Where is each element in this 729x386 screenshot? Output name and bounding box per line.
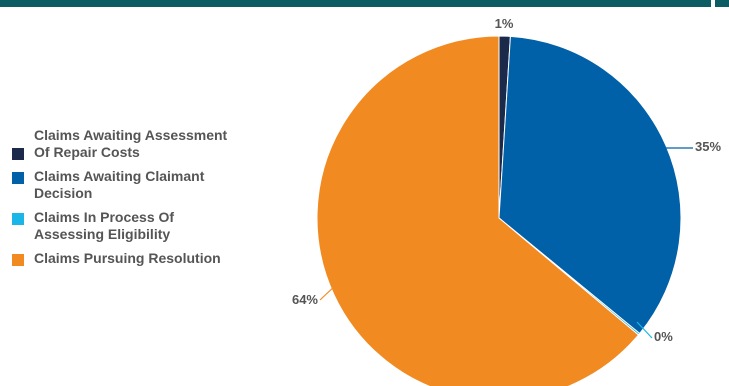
chart-legend: Claims Awaiting Assessment Of Repair Cos…: [12, 127, 242, 274]
header-band: [0, 0, 729, 7]
legend-swatch-pursuing-resolution: [12, 254, 24, 266]
legend-label-pursuing-resolution: Claims Pursuing Resolution: [34, 250, 221, 266]
legend-label-claimant-decision: Claims Awaiting Claimant Decision: [34, 168, 205, 201]
leader-line-eligibility: [636, 321, 653, 339]
legend-swatch-claimant-decision: [12, 172, 24, 184]
legend-label-repair-costs: Claims Awaiting Assessment Of Repair Cos…: [34, 127, 228, 160]
legend-item-eligibility: Claims In Process Of Assessing Eligibili…: [12, 209, 242, 243]
legend-swatch-eligibility: [12, 213, 24, 225]
leader-line-pursuing-resolution: [319, 282, 339, 301]
legend-item-claimant-decision: Claims Awaiting Claimant Decision: [12, 168, 242, 202]
data-label-repair-costs: 1%: [495, 16, 514, 31]
legend-item-repair-costs: Claims Awaiting Assessment Of Repair Cos…: [12, 127, 242, 161]
data-label-claimant-decision: 35%: [695, 139, 721, 154]
data-label-eligibility: 0%: [654, 329, 673, 344]
pie-slice-pursuing-resolution: [316, 35, 640, 386]
data-label-pursuing-resolution: 64%: [292, 292, 318, 307]
pie-slice-claimant-decision: [498, 35, 682, 335]
legend-label-eligibility: Claims In Process Of Assessing Eligibili…: [34, 209, 175, 242]
header-band-accent: [711, 0, 715, 7]
legend-swatch-repair-costs: [12, 148, 24, 160]
legend-item-pursuing-resolution: Claims Pursuing Resolution: [12, 250, 242, 267]
